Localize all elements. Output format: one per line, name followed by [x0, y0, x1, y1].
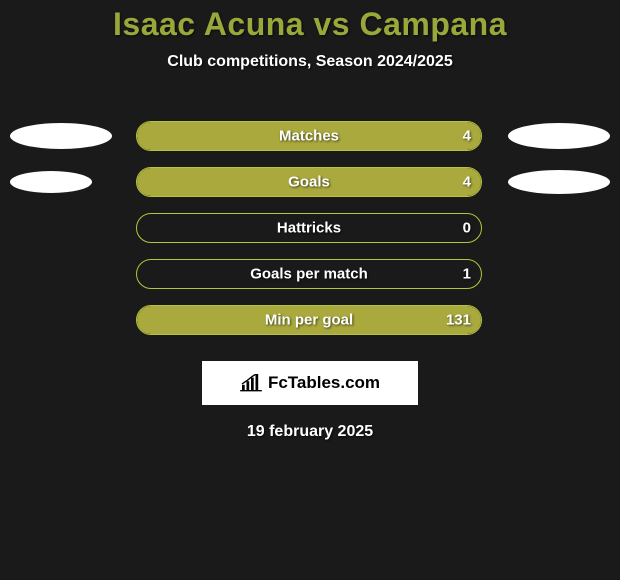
stat-row-goals: Goals 4 — [0, 159, 620, 205]
page-title: Isaac Acuna vs Campana — [0, 6, 620, 43]
bar-fill — [137, 168, 481, 196]
left-ellipse — [10, 171, 92, 193]
right-ellipse — [508, 170, 610, 194]
bar-track: Goals 4 — [136, 167, 482, 197]
stat-row-hattricks: Hattricks 0 — [0, 205, 620, 251]
date-label: 19 february 2025 — [0, 423, 620, 441]
bar-track: Matches 4 — [136, 121, 482, 151]
logo-text: FcTables.com — [268, 373, 380, 393]
bar-fill — [137, 306, 481, 334]
right-ellipse — [508, 123, 610, 149]
bar-chart-icon — [240, 374, 262, 392]
bar-track: Min per goal 131 — [136, 305, 482, 335]
stat-row-min-per-goal: Min per goal 131 — [0, 297, 620, 343]
subtitle: Club competitions, Season 2024/2025 — [0, 53, 620, 71]
bar-value: 0 — [463, 220, 471, 237]
stat-row-goals-per-match: Goals per match 1 — [0, 251, 620, 297]
bar-track: Goals per match 1 — [136, 259, 482, 289]
bar-label: Hattricks — [137, 220, 481, 237]
bar-track: Hattricks 0 — [136, 213, 482, 243]
stat-row-matches: Matches 4 — [0, 113, 620, 159]
bar-fill — [137, 122, 481, 150]
bar-value: 1 — [463, 266, 471, 283]
stat-rows: Matches 4 Goals 4 Hattricks 0 — [0, 113, 620, 343]
bar-label: Goals per match — [137, 266, 481, 283]
left-ellipse — [10, 123, 112, 149]
source-logo: FcTables.com — [202, 361, 418, 405]
comparison-card: Isaac Acuna vs Campana Club competitions… — [0, 0, 620, 580]
